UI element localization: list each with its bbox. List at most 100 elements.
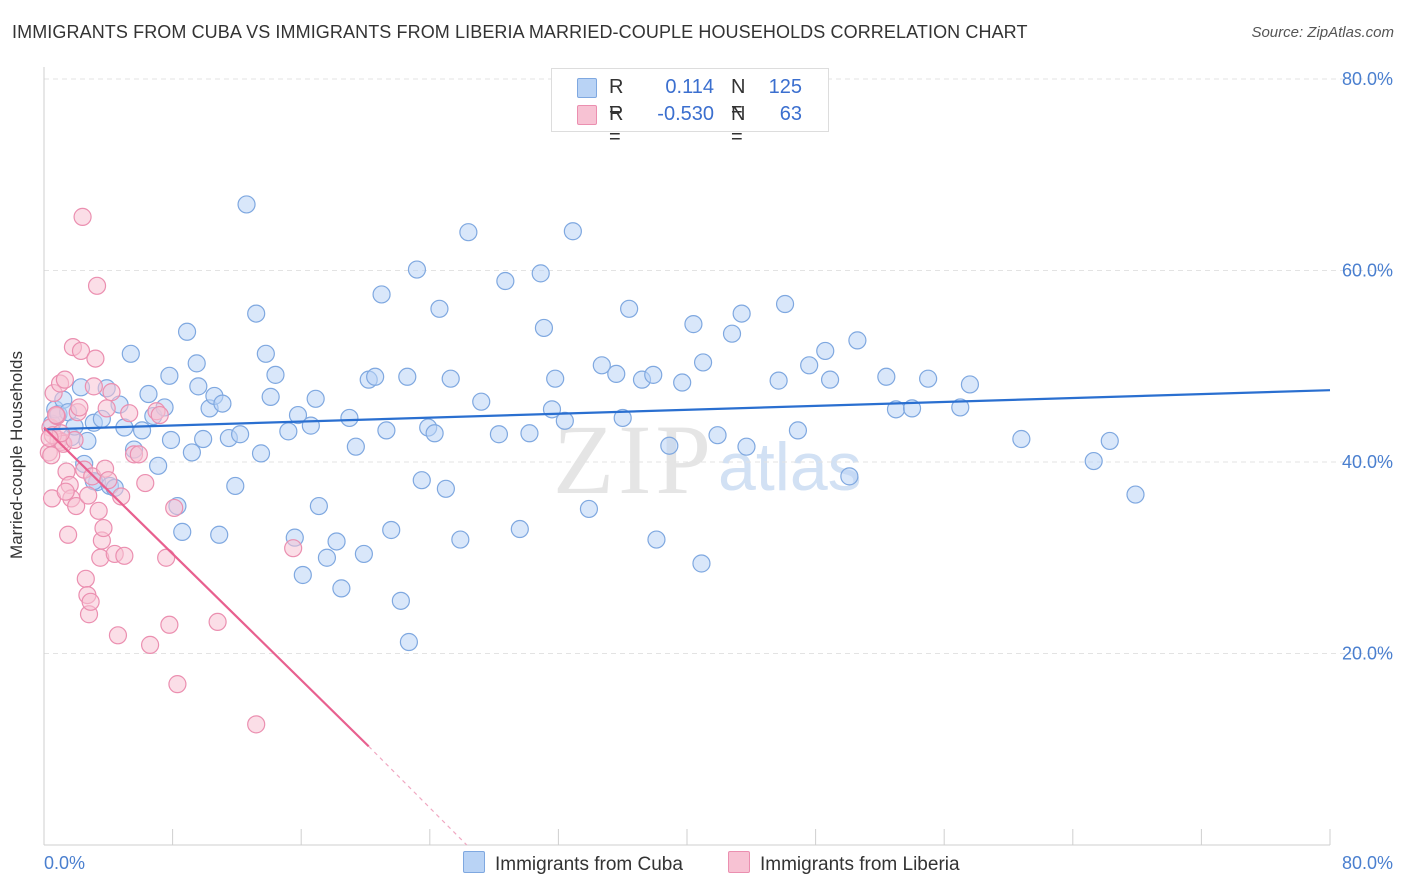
liberia-point	[87, 276, 107, 295]
legend: R = 0.114 N = 125 R = -0.530 N = 63	[551, 68, 829, 148]
cuba-point	[459, 223, 478, 242]
cuba-point	[613, 408, 632, 428]
cuba-r-label: R =	[609, 76, 624, 121]
cuba-point	[441, 369, 460, 388]
cuba-point	[213, 394, 232, 413]
cuba-point	[430, 299, 449, 318]
liberia-r-label: R =	[609, 103, 624, 148]
cuba-point	[132, 421, 152, 440]
cuba-point	[237, 195, 256, 214]
liberia-point	[99, 471, 118, 490]
liberia-point	[168, 675, 187, 694]
cuba-point	[382, 520, 401, 540]
cuba-point	[563, 222, 582, 241]
cuba-point	[121, 344, 140, 363]
cuba-point	[647, 530, 666, 549]
cuba-point	[301, 416, 320, 435]
liberia-point	[247, 715, 266, 734]
cuba-point	[226, 476, 245, 496]
cuba-point	[644, 365, 663, 384]
liberia-point	[84, 377, 103, 396]
cuba-point	[160, 366, 179, 385]
cuba-point	[1126, 485, 1145, 504]
bottom-legend-cuba: Immigrants from Cuba	[463, 851, 683, 876]
x-tick-label: 0.0%	[44, 853, 85, 873]
cuba-point	[840, 467, 859, 486]
cuba-point	[520, 424, 539, 443]
cuba-point	[436, 479, 455, 498]
cuba-point	[472, 392, 491, 411]
liberia-point	[165, 498, 184, 518]
cuba-point	[288, 405, 308, 425]
y-tick-label: 20.0%	[1342, 644, 1393, 664]
cuba-point	[816, 341, 835, 361]
trend-lines	[43, 389, 1331, 846]
cuba-point	[951, 398, 970, 417]
liberia-point	[115, 546, 134, 565]
cuba-point	[919, 369, 938, 388]
cuba-point	[332, 579, 351, 598]
liberia-point	[70, 398, 89, 417]
cuba-point	[399, 632, 419, 652]
cuba-point	[769, 371, 788, 390]
bottom-legend-liberia-label: Immigrants from Liberia	[760, 854, 960, 875]
chart-title: IMMIGRANTS FROM CUBA VS IMMIGRANTS FROM …	[12, 22, 1028, 42]
cuba-point	[534, 318, 554, 338]
cuba-point	[546, 369, 565, 388]
cuba-point	[960, 375, 980, 394]
liberia-trend-line	[43, 426, 370, 748]
gridlines	[44, 78, 1392, 654]
cuba-point	[692, 554, 711, 573]
cuba-point	[451, 530, 470, 549]
cuba-point	[412, 471, 431, 490]
liberia-point	[86, 349, 105, 368]
liberia-point	[120, 404, 139, 423]
cuba-point	[1012, 429, 1031, 449]
cuba-point	[182, 443, 201, 462]
cuba-point	[266, 365, 285, 384]
liberia-point	[89, 501, 108, 520]
bottom-legend-cuba-label: Immigrants from Cuba	[495, 854, 683, 875]
liberia-point	[76, 569, 95, 588]
cuba-point	[391, 591, 410, 610]
liberia-trend-extension	[368, 745, 468, 846]
liberia-r-value: -0.530	[657, 103, 714, 125]
liberia-point	[79, 486, 98, 505]
cuba-point	[607, 364, 626, 384]
liberia-point	[67, 496, 86, 516]
liberia-point	[157, 548, 176, 567]
liberia-point	[108, 626, 128, 645]
cuba-n-value: 125	[768, 76, 802, 98]
watermark-zip: ZIP	[553, 404, 715, 515]
y-tick-label: 60.0%	[1342, 261, 1393, 281]
axes	[43, 67, 1331, 846]
liberia-point	[94, 518, 113, 538]
cuba-point	[161, 430, 181, 450]
cuba-point	[279, 422, 298, 441]
cuba-point	[398, 367, 417, 386]
cuba-point	[775, 294, 795, 314]
cuba-point	[194, 429, 213, 449]
source-label: Source: ZipAtlas.com	[1251, 24, 1394, 41]
cuba-point	[317, 548, 337, 567]
cuba-point	[261, 387, 280, 406]
data-points	[39, 195, 1145, 734]
cuba-point	[531, 264, 550, 283]
liberia-point	[160, 615, 179, 634]
cuba-point	[708, 426, 727, 445]
liberia-point	[284, 539, 303, 558]
liberia-point	[136, 473, 155, 493]
cuba-r-value: 0.114	[665, 76, 714, 98]
tick-labels: 20.0% 40.0% 60.0% 80.0% 0.0% 80.0%	[44, 69, 1393, 873]
cuba-point	[555, 411, 574, 430]
liberia-point	[129, 445, 148, 464]
cuba-point	[189, 377, 208, 396]
cuba-point	[139, 384, 158, 404]
bottom-legend-liberia: Immigrants from Liberia	[728, 851, 960, 876]
liberia-point	[55, 370, 74, 389]
cuba-point	[737, 437, 756, 456]
cuba-point	[673, 373, 692, 392]
cuba-point	[620, 299, 639, 318]
cuba-point	[173, 522, 192, 541]
cuba-point	[722, 324, 742, 343]
